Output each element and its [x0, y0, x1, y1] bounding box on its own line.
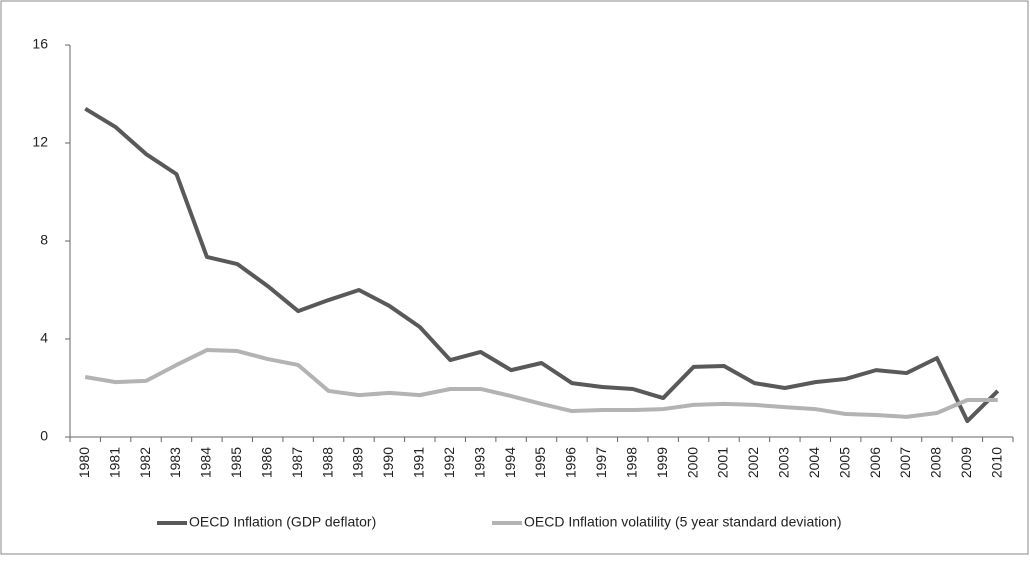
legend-label: OECD Inflation volatility (5 year standa…: [524, 514, 841, 530]
x-tick-label: 1999: [654, 447, 670, 478]
x-tick-label: 2001: [715, 447, 731, 478]
y-tick-label: 0: [40, 428, 48, 444]
y-tick-label: 8: [40, 232, 48, 248]
series-line: [84, 348, 998, 419]
x-tick-label: 1988: [319, 447, 335, 478]
y-tick-label: 16: [32, 36, 48, 52]
x-tick-label: 2008: [928, 447, 944, 478]
x-tick-label: 2009: [958, 447, 974, 478]
x-tick-label: 2002: [745, 447, 761, 478]
y-tick-label: 12: [32, 134, 48, 150]
x-tick-label: 1990: [380, 447, 396, 478]
x-tick-label: 1996: [563, 447, 579, 478]
x-tick-label: 1989: [350, 447, 366, 478]
x-tick-label: 2006: [867, 447, 883, 478]
x-tick-label: 1993: [471, 447, 487, 478]
x-tick-label: 1998: [623, 447, 639, 478]
x-tick-label: 2005: [836, 447, 852, 478]
x-tick-label: 1984: [198, 447, 214, 478]
series-line: [84, 106, 1000, 424]
x-tick-label: 1986: [258, 447, 274, 478]
x-tick-label: 1995: [532, 447, 548, 478]
x-tick-label: 2004: [806, 447, 822, 478]
x-tick-label: 1994: [502, 447, 518, 478]
x-tick-label: 1980: [76, 447, 92, 478]
x-tick-label: 1991: [411, 447, 427, 478]
x-tick-label: 2007: [897, 447, 913, 478]
legend-label: OECD Inflation (GDP deflator): [189, 514, 376, 530]
x-tick-label: 1981: [106, 447, 122, 478]
x-tick-label: 2003: [776, 447, 792, 478]
y-tick-label: 4: [40, 330, 48, 346]
x-tick-label: 1983: [167, 447, 183, 478]
x-tick-label: 2010: [988, 447, 1004, 478]
x-tick-label: 1982: [137, 447, 153, 478]
x-tick-label: 1985: [228, 447, 244, 478]
x-tick-label: 1992: [441, 447, 457, 478]
x-tick-label: 1987: [289, 447, 305, 478]
x-tick-label: 1997: [593, 447, 609, 478]
x-tick-label: 2000: [684, 447, 700, 478]
